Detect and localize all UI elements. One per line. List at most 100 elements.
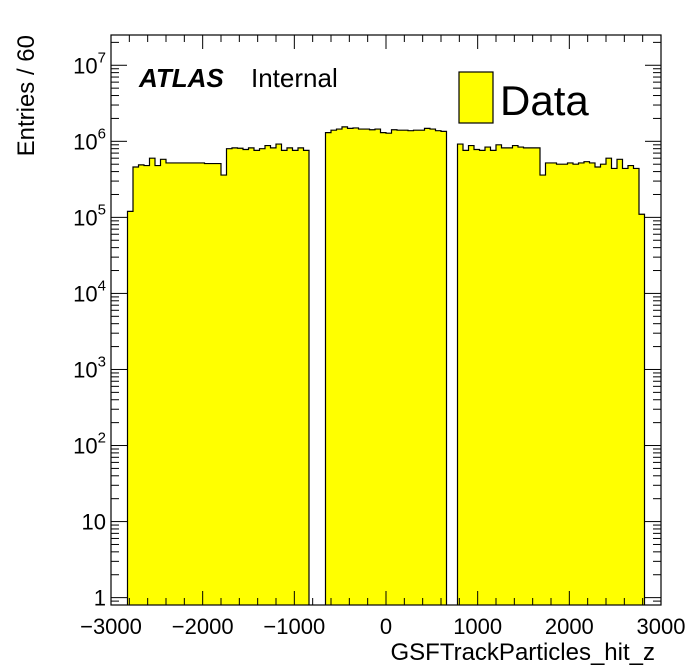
axis-ticks: [110, 35, 662, 606]
histogram-bar-88: [639, 214, 645, 606]
histogram-bar-60: [485, 147, 491, 605]
histogram-bar-82: [606, 158, 612, 605]
histogram-bar-37: [347, 128, 353, 605]
histogram-bar-32: [303, 150, 309, 605]
histogram-bar-59: [479, 150, 485, 605]
histogram-bar-18: [226, 148, 232, 606]
histogram-bar-23: [254, 150, 260, 605]
histogram-bar-66: [518, 147, 524, 605]
histogram-bar-29: [287, 147, 293, 605]
histogram-bar-20: [237, 148, 243, 605]
histogram-bar-25: [265, 145, 271, 605]
histogram-bar-87: [633, 168, 639, 605]
histogram-bar-14: [204, 163, 210, 605]
y-tick-label: 103: [73, 353, 106, 382]
histogram-bar-53: [435, 130, 441, 605]
histogram-bar-30: [292, 150, 298, 605]
histogram-bar-70: [540, 175, 546, 606]
histogram-bar-73: [556, 164, 562, 605]
y-tick-label: 1: [94, 586, 106, 611]
histogram-bar-22: [248, 147, 254, 605]
x-tick-label: 3000: [637, 614, 686, 639]
histogram-bar-52: [430, 129, 436, 605]
histogram-bar-9: [177, 162, 183, 605]
atlas-label-text: ATLAS: [138, 63, 224, 93]
histogram-bar-21: [243, 149, 249, 605]
histogram-bars: [126, 126, 646, 606]
y-axis-title: Entries / 60: [13, 35, 40, 156]
histogram-bar-35: [336, 129, 342, 605]
histogram-bar-49: [413, 130, 419, 606]
histogram-bar-86: [628, 165, 634, 605]
legend-label-data: Data: [500, 77, 589, 124]
histogram-bar-74: [562, 164, 568, 605]
y-tick-label: 104: [73, 277, 106, 306]
histogram-bar-36: [342, 126, 348, 605]
histogram-bar-0: [127, 211, 133, 606]
histogram-bar-65: [512, 145, 518, 605]
histogram-bar-77: [578, 162, 584, 605]
histogram-bar-50: [419, 130, 425, 606]
histogram-bar-72: [551, 162, 557, 605]
histogram-bar-15: [210, 163, 216, 605]
histogram-bar-68: [529, 147, 535, 605]
histogram-bar-47: [402, 130, 408, 606]
histogram-bar-41: [369, 129, 375, 606]
histogram-bar-38: [353, 127, 359, 605]
histogram-bar-8: [171, 162, 177, 605]
histogram-bar-84: [617, 159, 623, 605]
histogram-bar-39: [358, 129, 364, 605]
histogram-bar-34: [331, 130, 337, 606]
histogram-bar-3: [144, 165, 150, 605]
y-tick-label: 105: [73, 201, 106, 230]
histogram-bar-4: [149, 158, 155, 605]
histogram-bar-67: [523, 147, 529, 605]
histogram-bar-85: [622, 168, 628, 605]
histogram-bar-27: [276, 144, 282, 605]
legend-swatch-data: [458, 71, 494, 124]
histogram-bar-24: [259, 148, 265, 606]
histogram-bar-57: [468, 145, 474, 605]
histogram-bar-48: [408, 130, 414, 605]
x-tick-label: 2000: [545, 614, 594, 639]
y-tick-labels: 1 10 102 103 104 105 106 107: [73, 49, 106, 610]
histogram-bar-79: [589, 162, 595, 605]
histogram-bar-42: [375, 129, 381, 605]
histogram-bar-33: [325, 132, 331, 605]
histogram-bar-16: [215, 163, 221, 605]
histogram-bar-56: [463, 150, 469, 605]
histogram-bar-80: [595, 166, 601, 605]
histogram-bar-19: [232, 147, 238, 605]
histogram-bar-2: [138, 164, 144, 605]
histogram-bar-1: [133, 166, 139, 605]
histogram-bar-75: [567, 162, 573, 605]
histogram-bar-7: [166, 162, 172, 605]
histogram-bar-44: [386, 133, 392, 605]
histogram-bar-31: [298, 147, 304, 605]
y-tick-label: 10: [82, 510, 106, 535]
histogram-bar-17: [221, 175, 227, 606]
histogram-bar-46: [397, 130, 403, 606]
histogram-bar-11: [188, 162, 194, 605]
histogram-bar-76: [573, 164, 579, 605]
histogram-bar-5: [155, 165, 161, 605]
histogram-bar-83: [611, 168, 617, 605]
x-tick-label: −1000: [263, 614, 325, 639]
histogram-bar-58: [474, 149, 480, 605]
atlas-label: ATLAS Internal: [138, 63, 338, 93]
histogram-bar-62: [496, 144, 502, 606]
y-tick-label: 107: [73, 49, 106, 78]
histogram-bar-63: [501, 147, 507, 605]
histogram-bar-12: [193, 162, 199, 605]
histogram-bar-43: [380, 132, 386, 605]
histogram-bar-55: [457, 144, 463, 605]
histogram-bar-61: [490, 150, 496, 605]
histogram-bar-6: [160, 159, 166, 605]
histogram-bar-13: [199, 162, 205, 605]
y-tick-label: 106: [73, 125, 106, 154]
histogram-bar-45: [391, 129, 397, 606]
x-tick-label: 0: [380, 614, 392, 639]
histogram-bar-26: [270, 147, 276, 605]
internal-label-text: Internal: [251, 63, 338, 93]
